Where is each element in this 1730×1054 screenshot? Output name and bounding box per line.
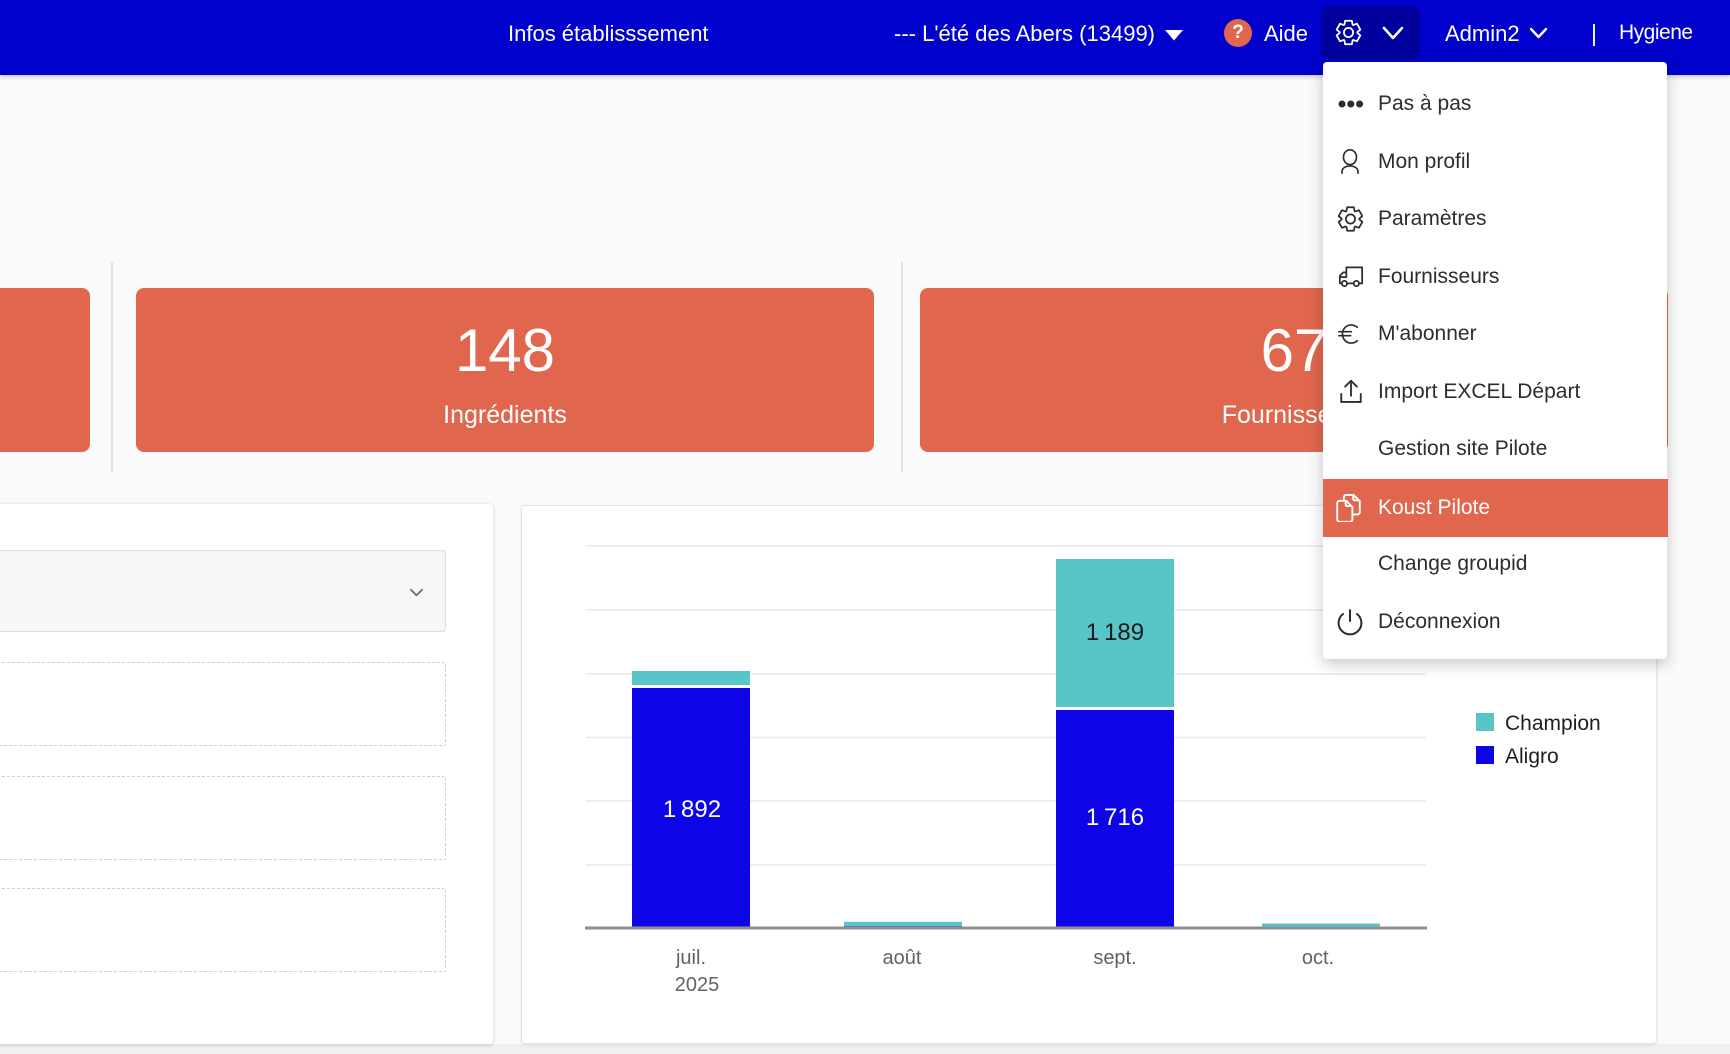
svg-text:1 892: 1 892 bbox=[663, 796, 721, 823]
svg-text:sept.: sept. bbox=[1093, 947, 1136, 969]
svg-text:juil.: juil. bbox=[675, 947, 706, 969]
svg-text:1 189: 1 189 bbox=[1086, 619, 1144, 646]
svg-text:Aligro: Aligro bbox=[1505, 745, 1559, 768]
svg-text:2025: 2025 bbox=[675, 974, 720, 996]
svg-text:1 716: 1 716 bbox=[1086, 804, 1144, 831]
svg-text:Champion: Champion bbox=[1505, 712, 1601, 735]
svg-text:août: août bbox=[883, 947, 922, 969]
svg-text:oct.: oct. bbox=[1302, 947, 1334, 969]
